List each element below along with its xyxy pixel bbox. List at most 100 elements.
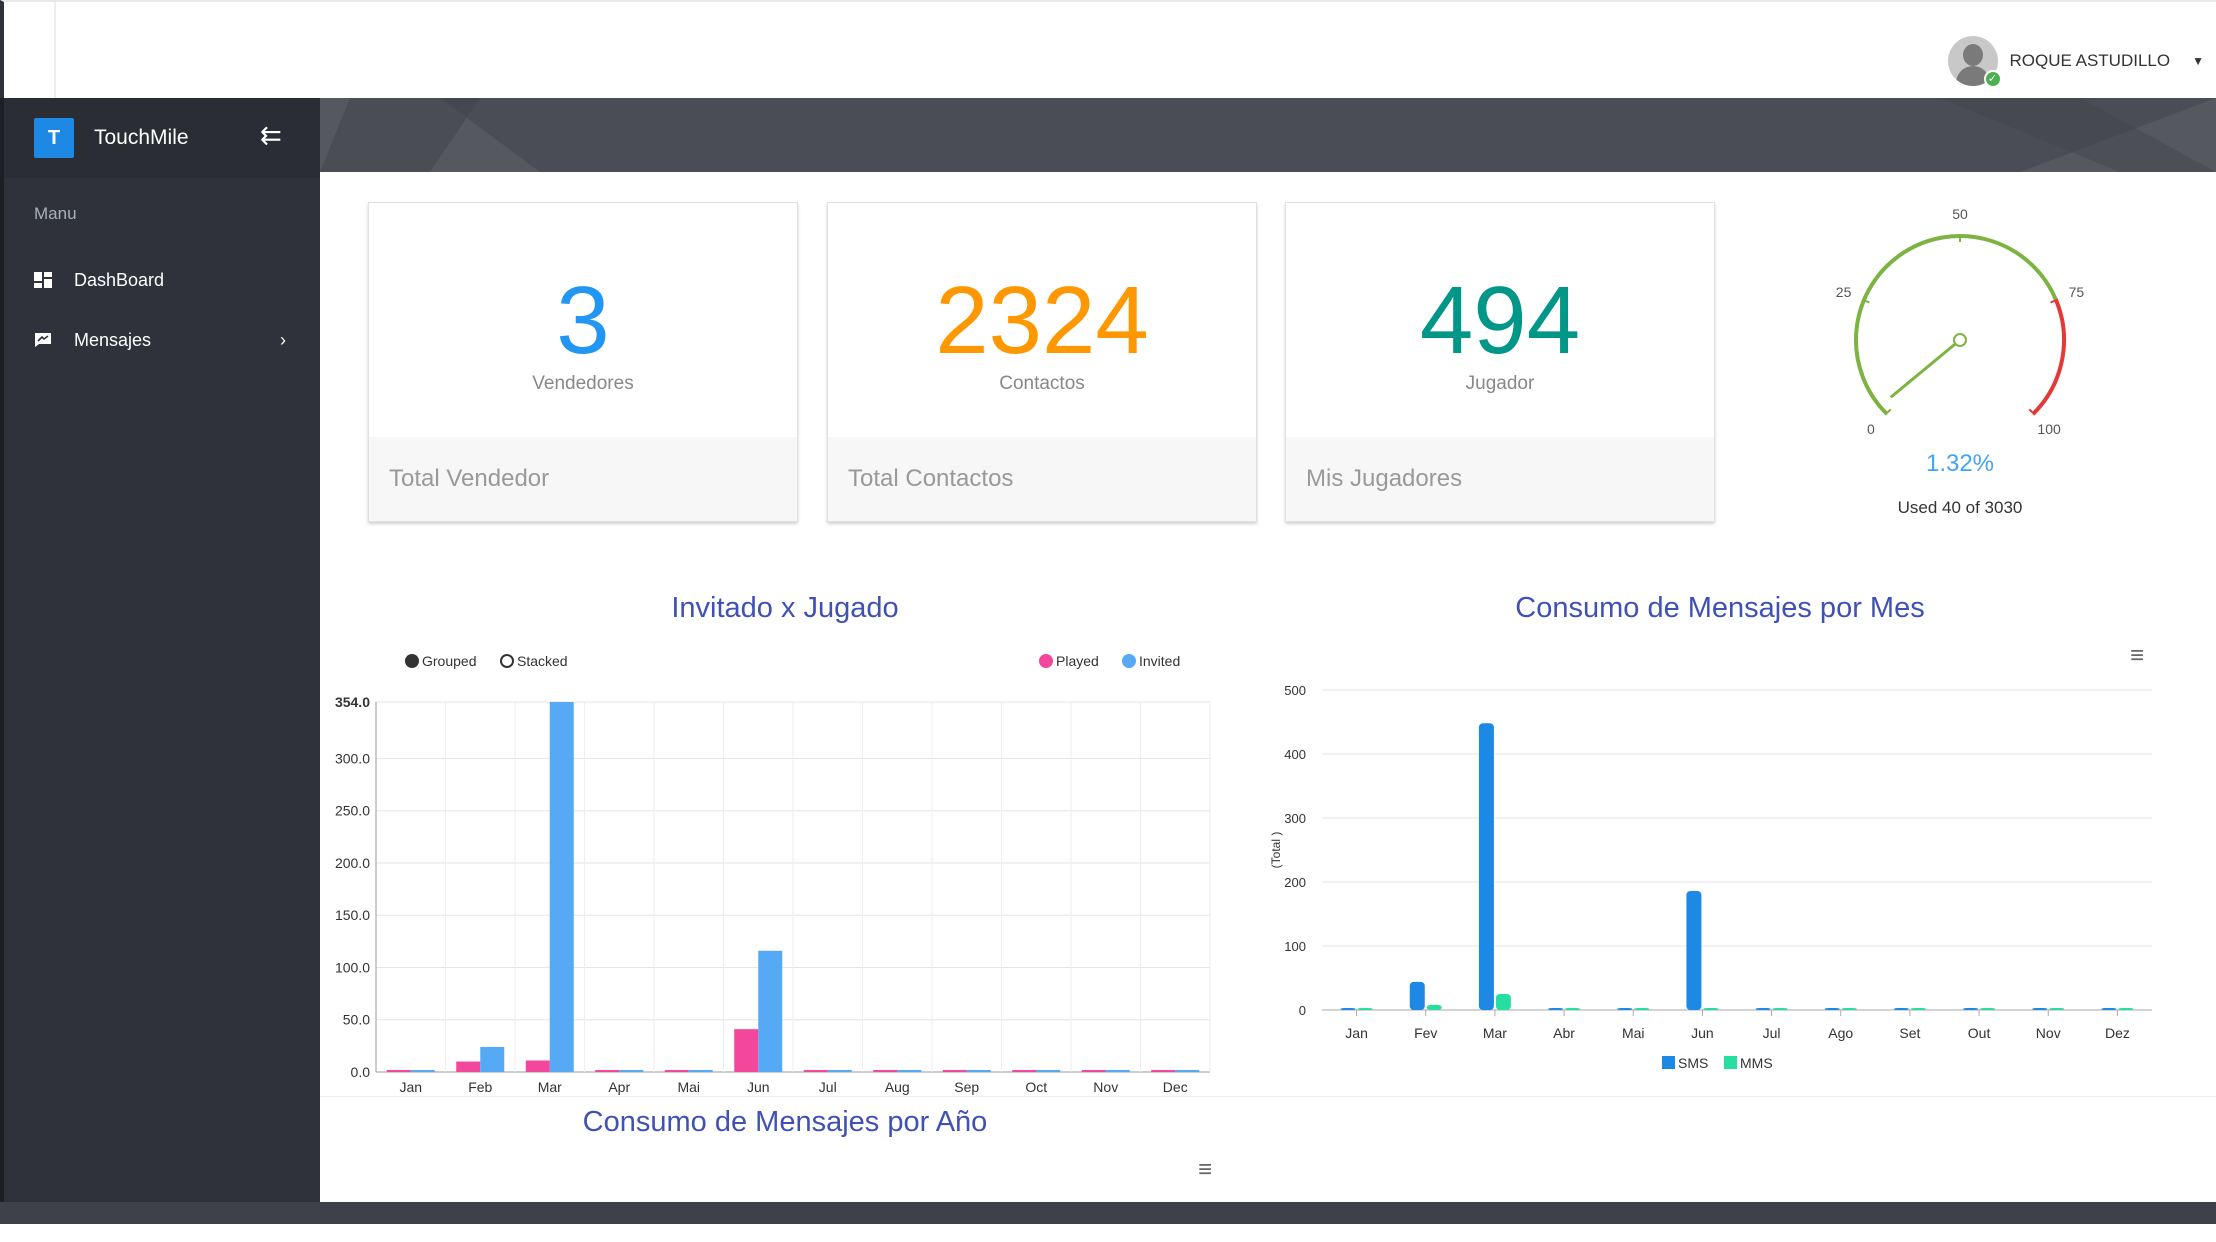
x-tick-label: Apr — [608, 1079, 630, 1095]
stat-value: 2324 — [935, 267, 1149, 374]
collapse-sidebar-icon[interactable]: ⇇ — [260, 120, 282, 150]
bar-sms — [1755, 1008, 1771, 1010]
bar-played — [456, 1061, 481, 1072]
legend-swatch-sms — [1662, 1056, 1675, 1069]
gauge-percent: 1.32% — [1925, 450, 1995, 477]
header-banner — [320, 98, 2216, 172]
y-tick-label: 300 — [1284, 811, 1306, 826]
dashboard-icon — [34, 272, 52, 288]
bar-sms — [2101, 1008, 2117, 1010]
bar-mms — [1495, 994, 1511, 1010]
y-tick-label: 50.0 — [343, 1012, 370, 1028]
caret-down-icon[interactable]: ▼ — [2192, 54, 2204, 68]
stat-footer: Total Contactos — [828, 437, 1256, 521]
top-bar: ✓ ROQUE ASTUDILLO ▼ — [0, 0, 2216, 100]
topbar-divider — [54, 2, 56, 100]
section-divider — [320, 1096, 2216, 1097]
y-tick-label: 250.0 — [335, 803, 370, 819]
bar-invited — [1175, 1070, 1200, 1072]
bar-sms — [1963, 1008, 1979, 1010]
y-tick-label: 300.0 — [335, 750, 370, 766]
x-tick-label: Dec — [1163, 1079, 1188, 1095]
legend-swatch-mms — [1724, 1056, 1737, 1069]
bar-played — [803, 1070, 828, 1072]
sidebar-item-dashboard[interactable]: DashBoard — [4, 250, 320, 310]
bar-played — [1012, 1070, 1037, 1072]
stat-footer: Total Vendedor — [369, 437, 797, 521]
x-tick-label: Mai — [1622, 1025, 1645, 1041]
banner-decoration — [320, 98, 2216, 172]
stacked-label: Stacked — [517, 653, 568, 669]
bar-invited — [480, 1046, 505, 1072]
bar-mms — [1703, 1008, 1719, 1010]
bar-mms — [2049, 1008, 2065, 1010]
bar-mms — [1426, 1004, 1442, 1010]
legend-swatch-invited — [1122, 654, 1136, 668]
stat-card-vendedores: 3 Vendedores Total Vendedor — [368, 202, 798, 522]
bar-mms — [1565, 1008, 1581, 1010]
brand-name[interactable]: TouchMile — [94, 126, 189, 149]
bar-invited — [827, 1070, 852, 1072]
bar-mms — [1357, 1008, 1373, 1010]
grouped-radio — [405, 654, 419, 668]
legend-label-played: Played — [1056, 653, 1099, 669]
bar-played — [734, 1029, 759, 1072]
bar-invited — [897, 1070, 922, 1072]
stacked-radio — [500, 654, 514, 668]
bar-sms — [2032, 1008, 2048, 1010]
bar-played — [525, 1060, 550, 1072]
gauge-tick — [2028, 408, 2036, 416]
x-tick-label: Jun — [747, 1079, 770, 1095]
brand: T TouchMile ⇇ — [4, 98, 320, 178]
bar-played — [664, 1070, 689, 1072]
chart-menu-icon[interactable]: ≡ — [2130, 642, 2145, 669]
chevron-right-icon: › — [280, 329, 286, 350]
gauge-tick-label: 0 — [1867, 421, 1875, 437]
stat-card-contactos: 2324 Contactos Total Contactos — [827, 202, 1257, 522]
chart-title-consumo-ano: Consumo de Mensajes por Año — [582, 1106, 988, 1138]
x-tick-label: Out — [1968, 1025, 1991, 1041]
x-tick-label: Mai — [677, 1079, 700, 1095]
x-tick-label: Nov — [2036, 1025, 2061, 1041]
y-tick-label: 200 — [1284, 875, 1306, 890]
chart-title-invitado: Invitado x Jugado — [671, 592, 899, 624]
bar-invited — [549, 702, 574, 1072]
x-tick-label: Jul — [819, 1079, 837, 1095]
bar-mms — [1980, 1008, 1996, 1010]
y-tick-label: 150.0 — [335, 907, 370, 923]
chart-title-consumo-mes: Consumo de Mensajes por Mes — [1515, 592, 1925, 624]
bar-invited — [619, 1070, 644, 1072]
bar-mms — [2118, 1008, 2134, 1010]
y-tick-label: 354.0 — [335, 694, 370, 710]
x-tick-label: Oct — [1025, 1079, 1047, 1095]
bar-sms — [1409, 981, 1425, 1010]
bar-played — [873, 1070, 898, 1072]
bar-invited — [688, 1070, 713, 1072]
x-tick-label: Nov — [1093, 1079, 1118, 1095]
user-name[interactable]: ROQUE ASTUDILLO — [2009, 51, 2171, 70]
stat-card-jugadores: 494 Jugador Mis Jugadores — [1285, 202, 1715, 522]
stat-label: Vendedores — [532, 373, 634, 394]
bar-invited — [410, 1070, 435, 1072]
gauge-tick-label: 50 — [1952, 206, 1968, 222]
user-menu[interactable]: ✓ ROQUE ASTUDILLO ▼ — [1947, 34, 2204, 88]
y-tick-label: 0.0 — [351, 1064, 371, 1080]
x-tick-label: Feb — [468, 1079, 492, 1095]
bar-sms — [1686, 890, 1702, 1010]
bar-invited — [758, 950, 783, 1072]
x-tick-label: Jul — [1763, 1025, 1781, 1041]
y-axis-label: (Total ) — [1269, 832, 1283, 869]
avatar — [1947, 36, 1998, 86]
gauge-tick-label: 75 — [2069, 284, 2085, 300]
bar-mms — [1772, 1008, 1788, 1010]
y-tick-label: 200.0 — [335, 855, 370, 871]
gauge-tick-label: 25 — [1836, 284, 1852, 300]
brand-logo[interactable]: T — [34, 118, 74, 158]
gauge-used-text: Used 40 of 3030 — [1897, 498, 2023, 517]
x-tick-label: Mar — [538, 1079, 562, 1095]
invitado-chart: 0.0 50.0 100.0 150.0 200.0 250.0 300.0 354.0 Jan… — [335, 653, 1211, 1095]
sidebar-item-mensajes[interactable]: Mensajes › — [4, 310, 320, 370]
chart-menu-icon[interactable]: ≡ — [1198, 1156, 1213, 1183]
stat-footer: Mis Jugadores — [1286, 437, 1714, 521]
bar-played — [1151, 1070, 1176, 1072]
